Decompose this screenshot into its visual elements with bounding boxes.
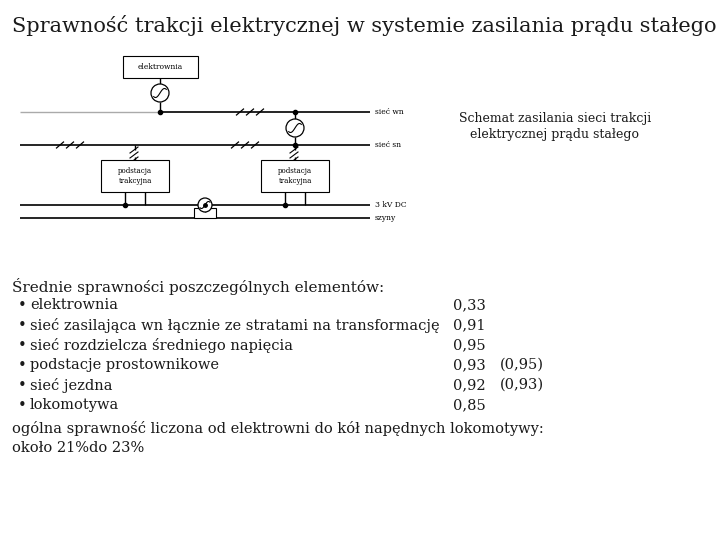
Text: sieć jezdna: sieć jezdna [30,378,112,393]
Text: 0,85: 0,85 [453,398,486,412]
Text: •: • [18,358,27,373]
Text: (0,95): (0,95) [500,358,544,372]
Text: 3 kV DC: 3 kV DC [375,201,407,209]
Text: podstacja
trakcyjna: podstacja trakcyjna [118,167,152,185]
Text: •: • [18,318,27,333]
Ellipse shape [151,84,169,102]
Text: •: • [18,298,27,313]
Text: około 21%do 23%: około 21%do 23% [12,441,144,455]
FancyBboxPatch shape [261,160,329,192]
Text: szyny: szyny [375,214,396,222]
Text: podstacje prostownikowe: podstacje prostownikowe [30,358,219,372]
Text: elektrownia: elektrownia [30,298,118,312]
Text: •: • [18,338,27,353]
Text: sieć wn: sieć wn [375,108,404,116]
FancyBboxPatch shape [194,208,216,218]
Text: Średnie sprawności poszczególnych elementów:: Średnie sprawności poszczególnych elemen… [12,278,384,295]
Text: •: • [18,378,27,393]
Text: Sprawność trakcji elektrycznej w systemie zasilania prądu stałego: Sprawność trakcji elektrycznej w systemi… [12,15,716,36]
Text: (0,93): (0,93) [500,378,544,392]
FancyBboxPatch shape [101,160,169,192]
Text: sieć zasilająca wn łącznie ze stratami na transformację: sieć zasilająca wn łącznie ze stratami n… [30,318,440,333]
Text: 0,91: 0,91 [453,318,485,332]
Text: elektrownia: elektrownia [138,63,183,71]
Text: sieć rozdzielcza średniego napięcia: sieć rozdzielcza średniego napięcia [30,338,293,353]
Text: 0,95: 0,95 [453,338,485,352]
Text: Schemat zasilania sieci trakcji: Schemat zasilania sieci trakcji [459,112,651,125]
Text: 0,33: 0,33 [453,298,486,312]
Text: 0,92: 0,92 [453,378,485,392]
FancyBboxPatch shape [123,56,198,78]
Text: ogólna sprawność liczona od elektrowni do kół napędnych lokomotywy:: ogólna sprawność liczona od elektrowni d… [12,421,544,436]
Text: 0,93: 0,93 [453,358,486,372]
Text: •: • [18,398,27,413]
Ellipse shape [286,119,304,137]
Text: sieć sn: sieć sn [375,141,401,149]
Text: elektrycznej prądu stałego: elektrycznej prądu stałego [470,128,639,141]
Text: podstacja
trakcyjna: podstacja trakcyjna [278,167,312,185]
Ellipse shape [198,198,212,212]
Text: lokomotywa: lokomotywa [30,398,120,412]
